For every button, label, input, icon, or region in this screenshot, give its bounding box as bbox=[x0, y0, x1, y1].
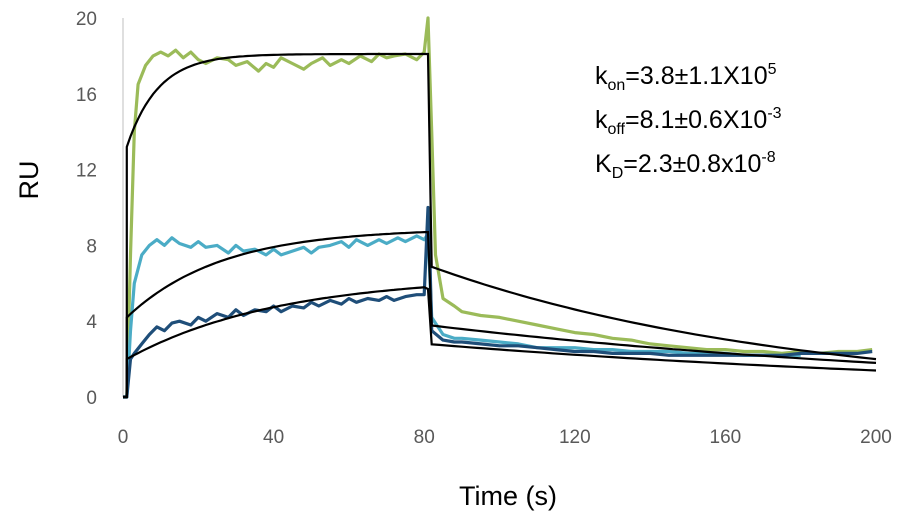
x-tick-label: 200 bbox=[860, 427, 892, 448]
x-axis-title: Time (s) bbox=[459, 481, 557, 511]
koff-value: =8.1±0.6X10 bbox=[625, 106, 768, 134]
kon-exponent: 5 bbox=[767, 61, 777, 78]
y-tick-label: 8 bbox=[86, 236, 97, 257]
x-tick-label: 0 bbox=[118, 427, 129, 448]
x-tick-label: 40 bbox=[263, 427, 284, 448]
series-line-3 bbox=[123, 205, 873, 399]
fit-curve-1 bbox=[123, 52, 877, 399]
kd-value: =2.3±0.8x10 bbox=[623, 150, 762, 178]
kon-annotation: kon=3.8±1.1X105 bbox=[595, 62, 777, 94]
kon-subscript: on bbox=[607, 77, 626, 94]
koff-subscript: off bbox=[607, 121, 626, 138]
kon-value: =3.8±1.1X10 bbox=[625, 62, 768, 90]
kd-exponent: -8 bbox=[761, 149, 776, 166]
series-line-1 bbox=[123, 16, 873, 399]
y-tick-label: 0 bbox=[86, 388, 97, 409]
fit-curve-3 bbox=[123, 286, 877, 399]
koff-annotation: koff=8.1±0.6X10-3 bbox=[595, 106, 782, 138]
koff-exponent: -3 bbox=[767, 105, 782, 122]
y-axis-title: RU bbox=[14, 161, 44, 200]
koff-symbol: k bbox=[595, 106, 608, 134]
x-tick-label: 120 bbox=[559, 427, 591, 448]
y-tick-label: 20 bbox=[76, 9, 97, 30]
x-tick-label: 160 bbox=[710, 427, 742, 448]
fit-curve-2 bbox=[123, 231, 877, 399]
kd-annotation: KD=2.3±0.8x10-8 bbox=[595, 150, 776, 182]
fit-curves bbox=[123, 52, 877, 399]
x-tick-label: 80 bbox=[414, 427, 435, 448]
y-tick-label: 16 bbox=[76, 85, 97, 106]
y-tick-label: 12 bbox=[76, 161, 97, 182]
kd-subscript: D bbox=[611, 165, 624, 182]
y-tick-label: 4 bbox=[86, 312, 97, 333]
series-line-2 bbox=[123, 232, 801, 399]
data-series bbox=[123, 16, 873, 399]
kd-symbol: K bbox=[595, 150, 612, 178]
kon-symbol: k bbox=[595, 62, 608, 90]
